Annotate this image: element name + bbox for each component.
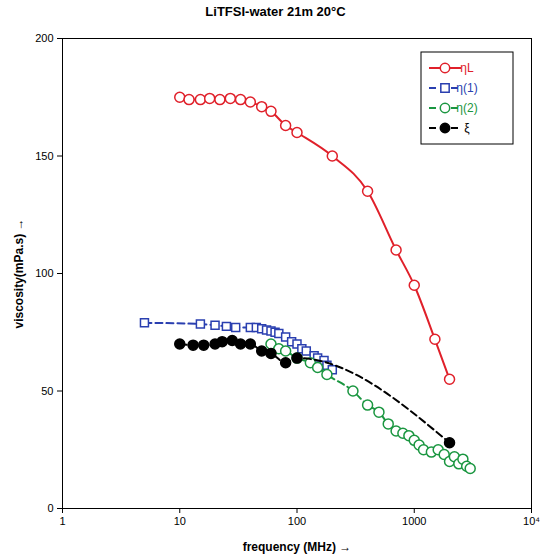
svg-text:200: 200 [35,32,53,44]
svg-text:100: 100 [35,267,53,279]
svg-text:ξ: ξ [464,121,470,135]
svg-text:10: 10 [174,515,186,527]
svg-text:1: 1 [59,515,65,527]
svg-text:150: 150 [35,150,53,162]
svg-text:10⁴: 10⁴ [523,515,540,527]
svg-text:η(1): η(1) [456,81,477,95]
html-text:LiTFSI-water 21m 20°C: LiTFSI-water 21m 20°C [205,4,346,19]
svg-text:ηL: ηL [460,61,474,75]
svg-text:100: 100 [288,515,306,527]
svg-text:50: 50 [41,385,53,397]
svg-text:1000: 1000 [402,515,426,527]
svg-text:frequency (MHz) →: frequency (MHz) → [243,540,352,554]
svg-text:viscosity(mPa.s) →: viscosity(mPa.s) → [12,218,26,328]
svg-text:0: 0 [47,502,53,514]
svg-text:η(2): η(2) [456,101,477,115]
